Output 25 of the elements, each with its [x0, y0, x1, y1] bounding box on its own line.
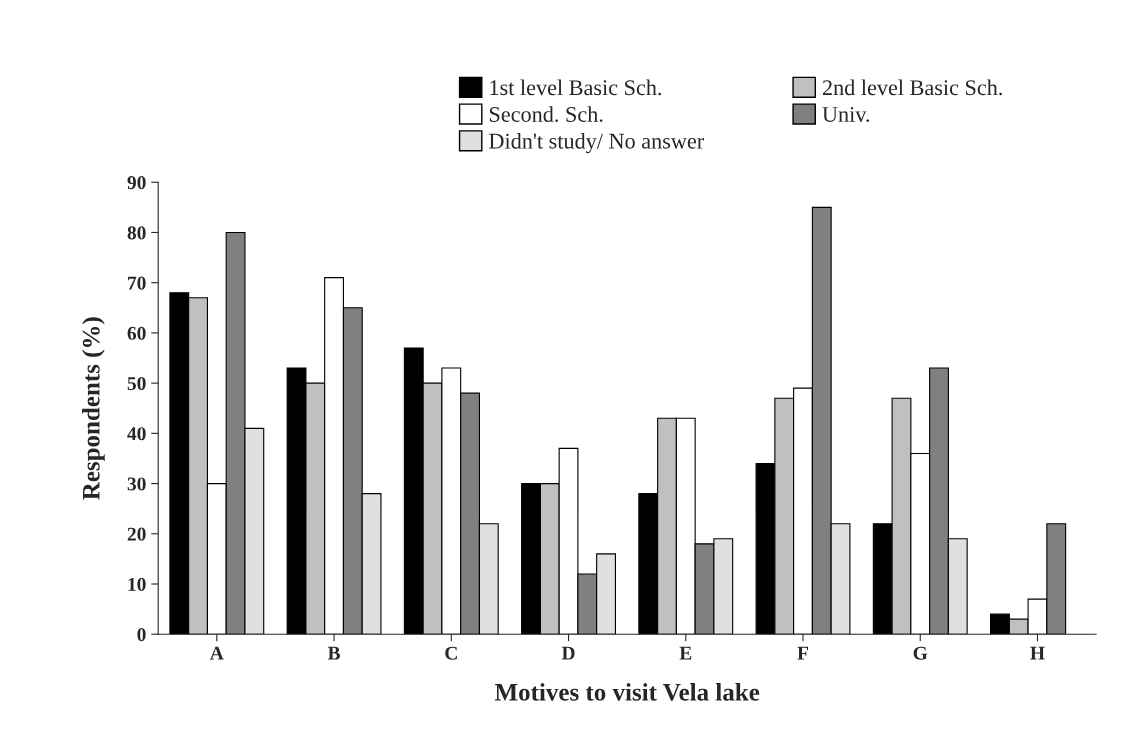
y-tick-label: 20 — [127, 527, 146, 541]
y-tick-label: 40 — [127, 427, 146, 441]
y-tick-label: 80 — [127, 226, 146, 240]
x-tick-label: F — [797, 646, 809, 660]
y-tick-label: 30 — [127, 477, 146, 491]
legend-label: 1st level Basic Sch. — [490, 79, 662, 96]
y-tick-label: 90 — [127, 176, 146, 190]
legend-label: Didn't study/ No answer — [489, 133, 704, 154]
x-axis-title: Motives to visit Vela lake — [494, 683, 760, 701]
x-tick-label: H — [1030, 646, 1045, 660]
x-tick-label: D — [561, 646, 575, 660]
y-tick-label: 0 — [137, 628, 146, 642]
y-tick-label: 50 — [127, 376, 146, 391]
x-tick-label: B — [327, 646, 340, 660]
x-tick-label: E — [679, 646, 692, 660]
legend-label: Second. Sch. — [489, 106, 603, 122]
y-tick-label: 10 — [128, 577, 146, 591]
y-tick-label: 60 — [127, 326, 146, 340]
y-axis-title: Respondents (%) — [82, 317, 105, 500]
x-tick-label: A — [209, 646, 224, 660]
y-tick-label: 70 — [128, 276, 146, 290]
legend-label: 2nd level Basic Sch. — [822, 79, 1002, 96]
x-tick-label: G — [913, 646, 928, 660]
x-tick-label: C — [445, 646, 457, 660]
legend-label: Univ. — [822, 106, 870, 122]
